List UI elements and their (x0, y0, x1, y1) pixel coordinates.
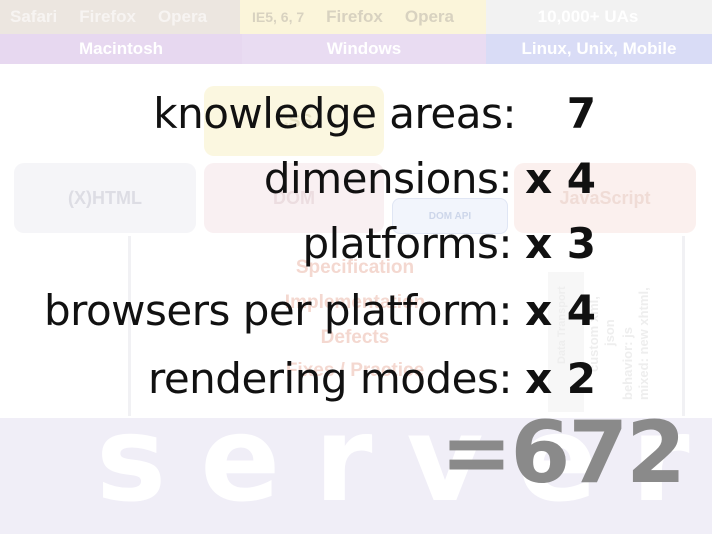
equation-value: 7 (566, 89, 596, 138)
equation-label: browsers per platform: (43, 286, 513, 335)
equation-value: x 4 (525, 154, 596, 203)
xhtml-arrow (128, 236, 131, 416)
equation-label: dimensions: (263, 154, 513, 203)
xhtml-box: (X)HTML (14, 163, 196, 233)
javascript-box: JavaScript (514, 163, 696, 233)
spec-implementation: Implementation (284, 292, 426, 313)
equation-row-platforms: platforms: x 3 (0, 211, 712, 277)
windows-browsers: IE5, 6, 7 Firefox Opera (240, 0, 486, 34)
equation-value: x 2 (525, 354, 596, 403)
equation-row-rendering-modes: rendering modes: x 2 (0, 346, 712, 412)
browser-firefox-win: Firefox (326, 7, 383, 26)
browser-opera-mac: Opera (157, 7, 208, 26)
equation-value: x 4 (525, 286, 596, 335)
equation-row-dimensions: dimensions: x 4 (0, 146, 712, 212)
linux-browsers: 10,000+ UAs (486, 0, 712, 34)
equation-label: knowledge areas: (153, 89, 516, 138)
equation-total: =672 (440, 403, 686, 503)
equation-label: platforms: (302, 219, 513, 268)
equation-row-browsers-per-platform: browsers per platform: x 4 (0, 278, 712, 344)
platform-linux: Linux, Unix, Mobile (486, 34, 712, 64)
js-arrow (682, 236, 685, 416)
spec-defects: Defects (320, 327, 390, 348)
spec-fixes: Fixes / Practice (285, 360, 425, 381)
server-band (0, 418, 712, 534)
css-box: CSS (204, 86, 384, 156)
dom-box: DOM (204, 163, 384, 233)
browser-firefox-mac: Firefox (79, 7, 136, 26)
data-transport-box (548, 272, 584, 412)
browser-safari: Safari (10, 7, 58, 26)
platform-windows: Windows (242, 34, 486, 64)
spec-specification: Specification (295, 257, 415, 278)
browser-uas: 10,000+ UAs (537, 7, 639, 26)
equation-label: rendering modes: (147, 354, 513, 403)
platform-macintosh: Macintosh (0, 34, 242, 64)
browser-opera-win: Opera (404, 7, 454, 26)
dom-api-box: DOM API (392, 198, 508, 234)
mac-browsers: Safari Firefox Opera (0, 0, 240, 34)
server-label: server (96, 390, 712, 528)
browser-ie: IE5, 6, 7 (252, 9, 305, 25)
equation-row-knowledge-areas: knowledge areas: 7 (0, 81, 712, 147)
equation-value: x 3 (525, 219, 596, 268)
